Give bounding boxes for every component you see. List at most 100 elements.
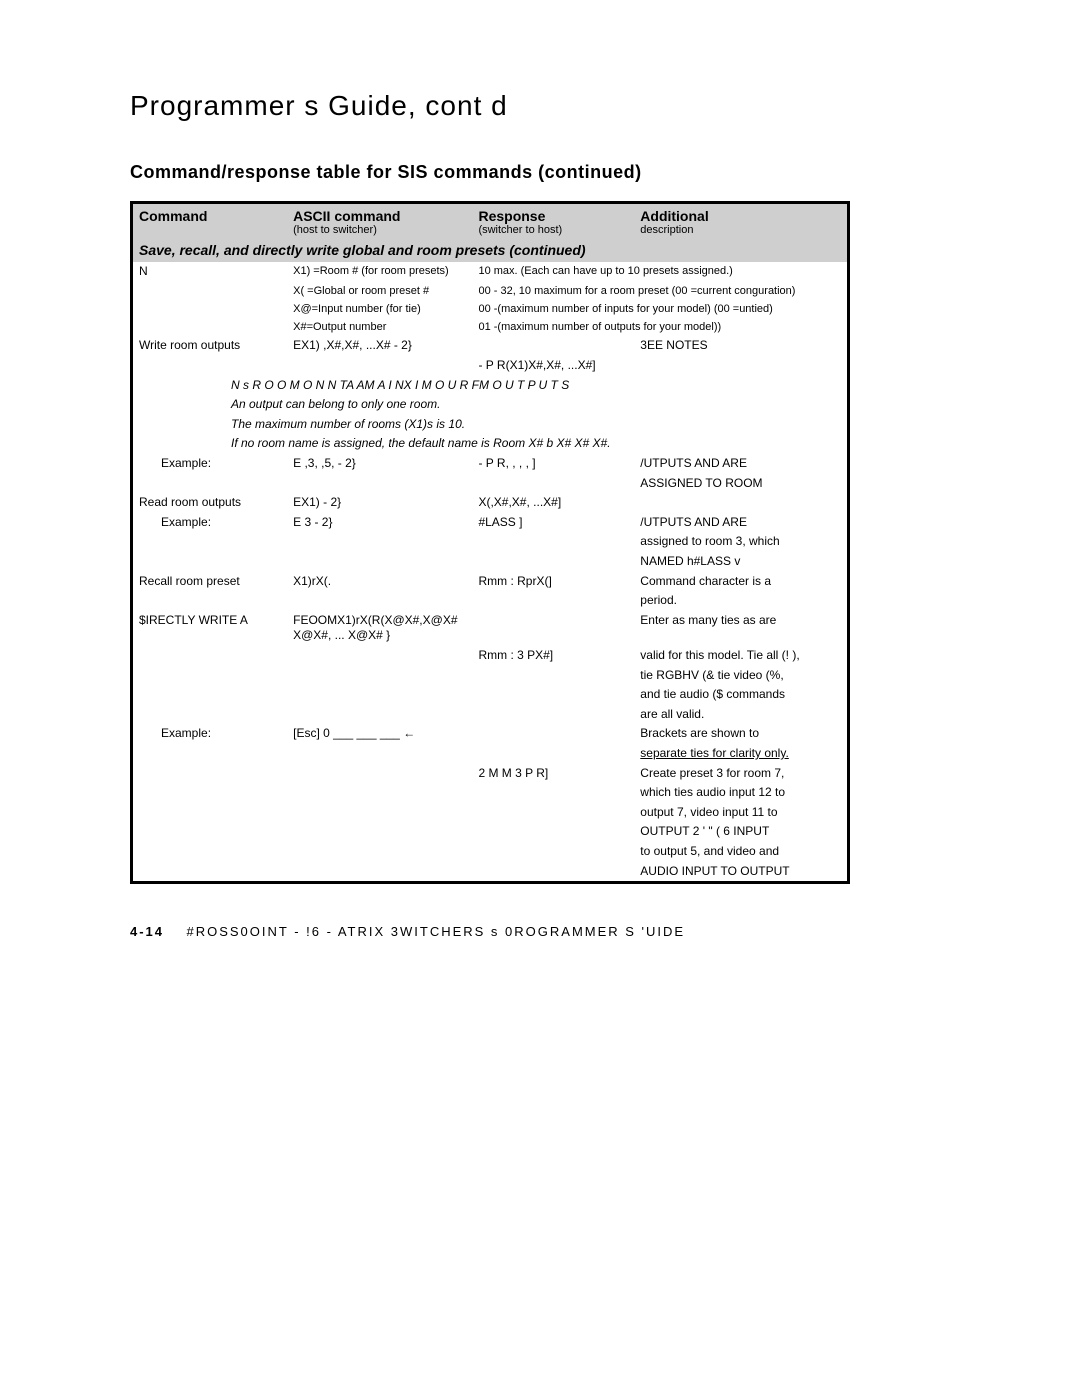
desc-cell: Create preset 3 for room 7,	[634, 764, 848, 784]
resp-cell	[472, 724, 634, 744]
legend-c: 00 -(maximum number of inputs for your m…	[472, 300, 848, 318]
hdr-desc-sub: description	[640, 224, 841, 236]
ascii-cell: E 3 - 2}	[287, 513, 472, 533]
resp-cell	[472, 822, 634, 842]
ascii-cell: EX1) - 2}	[287, 493, 472, 513]
table-row: Example:[Esc] 0 ___ ___ ___ ←Brackets ar…	[132, 724, 849, 744]
cmd-cell: Recall room preset	[132, 572, 288, 592]
table-row: which ties audio input 12 to	[132, 783, 849, 803]
notes-row: If no room name is assigned, the default…	[132, 434, 849, 454]
command-table: Command ASCII command (host to switcher)…	[130, 201, 850, 884]
legend-row: N X1) =Room # (for room presets) 10 max.…	[132, 262, 849, 282]
notes-row: An output can belong to only one room.	[132, 395, 849, 415]
resp-cell	[472, 842, 634, 862]
legend-row: X( =Global or room preset # 00 - 32, 10 …	[132, 282, 849, 300]
resp-cell	[472, 336, 634, 356]
table-row: separate ties for clarity only.	[132, 744, 849, 764]
group-header-row: Save, recall, and directly write global …	[132, 238, 849, 262]
legend-row: X#=Output number 01 -(maximum number of …	[132, 318, 849, 336]
table-row: Write room outputsEX1) ,X#,X#, ...X# - 2…	[132, 336, 849, 356]
desc-cell: ASSIGNED TO ROOM	[634, 474, 848, 494]
resp-cell	[472, 685, 634, 705]
legend-b: X#=Output number	[287, 318, 472, 336]
desc-cell: assigned to room 3, which	[634, 532, 848, 552]
notes-cell: The maximum number of rooms (X1)s is 10.	[132, 415, 849, 435]
group-header: Save, recall, and directly write global …	[132, 238, 849, 262]
desc-cell: valid for this model. Tie all (! ),	[634, 646, 848, 666]
resp-cell: Rmm : RprX(]	[472, 572, 634, 592]
desc-cell: separate ties for clarity only.	[634, 744, 848, 764]
desc-cell: Enter as many ties as are	[634, 611, 848, 646]
table-row: AUDIO INPUT TO OUTPUT	[132, 862, 849, 883]
desc-cell: Command character is a	[634, 572, 848, 592]
notes-cell: If no room name is assigned, the default…	[132, 434, 849, 454]
resp-cell	[472, 783, 634, 803]
legend-b: X1) =Room # (for room presets)	[287, 262, 472, 282]
desc-cell: Brackets are shown to	[634, 724, 848, 744]
desc-cell: are all valid.	[634, 705, 848, 725]
resp-cell	[472, 666, 634, 686]
section-title: Command/response table for SIS commands …	[130, 162, 990, 183]
cmd-cell: Example:	[132, 513, 288, 533]
table-row: period.	[132, 591, 849, 611]
ascii-cell: E ,3, ,5, - 2}	[287, 454, 472, 474]
desc-cell	[634, 356, 848, 376]
table-row: 2 M M 3 P R]Create preset 3 for room 7,	[132, 764, 849, 784]
legend-c: 01 -(maximum number of outputs for your …	[472, 318, 848, 336]
cmd-cell: $IRECTLY WRITE A	[132, 611, 288, 646]
legend-c: 10 max. (Each can have up to 10 presets …	[472, 262, 848, 282]
table-row: $IRECTLY WRITE AFEOOMX1)rX(R(X@X#,X@X# X…	[132, 611, 849, 646]
ascii-cell: EX1) ,X#,X#, ...X# - 2}	[287, 336, 472, 356]
ascii-cell: FEOOMX1)rX(R(X@X#,X@X# X@X#, ... X@X# }	[287, 611, 472, 646]
cmd-cell: Read room outputs	[132, 493, 288, 513]
table-row: tie RGBHV (& tie video (%,	[132, 666, 849, 686]
table-row: to output 5, and video and	[132, 842, 849, 862]
table-row: and tie audio ($ commands	[132, 685, 849, 705]
notes-cell: N s R O O M O N N TA AM A I NX I M O U R…	[132, 376, 849, 396]
legend-b: X@=Input number (for tie)	[287, 300, 472, 318]
hdr-desc: Additional	[640, 208, 841, 224]
table-row: Recall room presetX1)rX(.Rmm : RprX(]Com…	[132, 572, 849, 592]
cmd-cell: Example:	[132, 724, 288, 744]
page-title: Programmer s Guide, cont d	[130, 90, 990, 122]
notes-row: The maximum number of rooms (X1)s is 10.	[132, 415, 849, 435]
footer-text: #ROSS0OINT - !6 - ATRIX 3WITCHERS s 0ROG…	[186, 924, 685, 939]
notes-row: N s R O O M O N N TA AM A I NX I M O U R…	[132, 376, 849, 396]
table-row: are all valid.	[132, 705, 849, 725]
legend-c: 00 - 32, 10 maximum for a room preset (0…	[472, 282, 848, 300]
legend-prefix: N	[132, 262, 288, 282]
resp-cell: 2 M M 3 P R]	[472, 764, 634, 784]
table-row: OUTPUT 2 ' " ( 6 INPUT	[132, 822, 849, 842]
legend-row: X@=Input number (for tie) 00 -(maximum n…	[132, 300, 849, 318]
cmd-cell: Write room outputs	[132, 336, 288, 356]
table-row: assigned to room 3, which	[132, 532, 849, 552]
table-row: Example:E 3 - 2}#LASS ]/UTPUTS AND ARE	[132, 513, 849, 533]
desc-cell: which ties audio input 12 to	[634, 783, 848, 803]
desc-cell	[634, 493, 848, 513]
resp-cell	[472, 611, 634, 646]
table-row: - P R(X1)X#,X#, ...X#]	[132, 356, 849, 376]
table-row: Example:E ,3, ,5, - 2}- P R, , , , ]/UTP…	[132, 454, 849, 474]
resp-cell	[472, 803, 634, 823]
table-row: Read room outputsEX1) - 2}X(,X#,X#, ...X…	[132, 493, 849, 513]
table-row: Rmm : 3 PX#]valid for this model. Tie al…	[132, 646, 849, 666]
hdr-command: Command	[139, 208, 281, 224]
hdr-response-sub: (switcher to host)	[478, 224, 628, 236]
desc-cell: to output 5, and video and	[634, 842, 848, 862]
desc-cell: /UTPUTS AND ARE	[634, 513, 848, 533]
ascii-cell: X1)rX(.	[287, 572, 472, 592]
resp-cell	[472, 862, 634, 883]
resp-cell: Rmm : 3 PX#]	[472, 646, 634, 666]
legend-b: X( =Global or room preset #	[287, 282, 472, 300]
hdr-response: Response	[478, 208, 628, 224]
desc-cell: and tie audio ($ commands	[634, 685, 848, 705]
table-row: ASSIGNED TO ROOM	[132, 474, 849, 494]
notes-cell: An output can belong to only one room.	[132, 395, 849, 415]
cmd-cell: Example:	[132, 454, 288, 474]
desc-cell: output 7, video input 11 to	[634, 803, 848, 823]
desc-cell: 3EE NOTES	[634, 336, 848, 356]
desc-cell: tie RGBHV (& tie video (%,	[634, 666, 848, 686]
table-row: output 7, video input 11 to	[132, 803, 849, 823]
desc-cell: period.	[634, 591, 848, 611]
resp-cell	[472, 744, 634, 764]
